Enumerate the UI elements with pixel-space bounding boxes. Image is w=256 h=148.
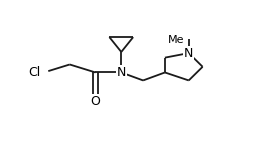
Text: Me: Me bbox=[168, 35, 185, 45]
Text: Cl: Cl bbox=[29, 66, 41, 79]
Text: O: O bbox=[91, 95, 100, 108]
Text: N: N bbox=[184, 47, 194, 60]
Text: N: N bbox=[116, 66, 126, 79]
